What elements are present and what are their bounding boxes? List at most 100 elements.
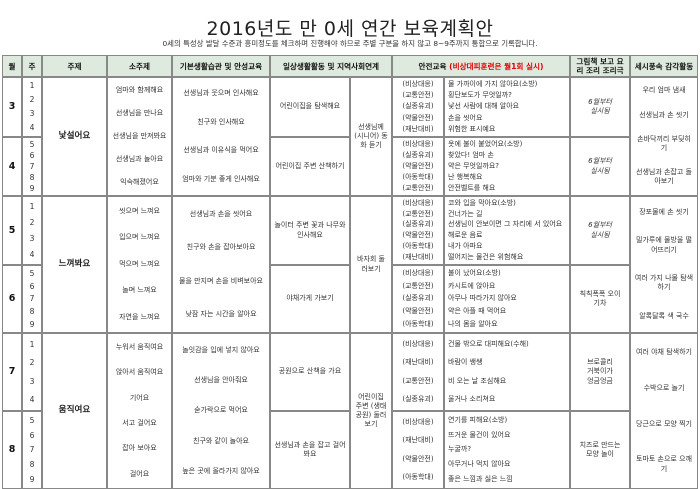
safety-tag: (재난대비): [402, 252, 434, 261]
header-picture-book: 그림책 보고 요리 조리 조리극: [570, 55, 630, 77]
safety-tag: (아동학대): [402, 172, 434, 181]
picture-book-cell: 브로콜리 거북이가 엉금엉금: [570, 333, 630, 411]
basic-habit-item: 놀잇감을 입에 넣지 않아요: [182, 345, 260, 354]
picture-book-item: 거북이가: [587, 367, 613, 376]
picture-book-item: 브로콜리: [587, 358, 613, 367]
safety-tag: (아동학대): [402, 319, 434, 328]
picture-book-item: 기차: [593, 299, 607, 307]
subtheme-item: 씻으며 느껴요: [119, 206, 160, 215]
week-number: 9: [29, 319, 35, 329]
safety-text-cell: 물 가까이에 가지 않아요(소방) 횡단보도가 무엇일까? 낯선 사람에 대해 알아…: [444, 77, 570, 137]
community-link-cell: 선생님께 (시니어) 동화 듣기: [350, 77, 392, 196]
week-number: 2: [29, 95, 35, 105]
safety-text-cell: 옷에 불이 붙었어요(소방) 찾았다! 엄마 손 약은 무엇일까요? 난 행복해요 안전…: [444, 137, 570, 196]
week-cell: 1 2 3 4: [22, 333, 42, 411]
header-safety-note: (비상대피훈련은 월1회 실시): [449, 61, 544, 71]
safety-item: 비 오는 날 조심해요: [448, 376, 507, 385]
seasonal-item: 당근으로 모양 찍기: [636, 419, 692, 428]
week-number: 4: [29, 395, 35, 405]
week-number: 1: [29, 81, 35, 91]
basic-habit-item: 낮잠 자는 시간을 알아요: [185, 309, 257, 318]
subtheme-item: 잡아 보아요: [122, 444, 157, 453]
safety-text-cell: 코와 입을 막아요(소방) 건너가는 길 선생님이 안보이면 그 자리에 서 있어요…: [444, 196, 570, 265]
subtheme-cell: 씻으며 느껴요 입으며 느껴요 먹으며 느껴요 놀며 느껴요 자연을 느껴요: [107, 196, 172, 333]
header-week: 주: [22, 55, 42, 77]
week-number: 3: [29, 234, 35, 244]
basic-habit-item: 선생님과 이유식을 먹어요: [183, 146, 259, 155]
month-cell: 3: [2, 77, 22, 137]
week-number: 2: [29, 217, 35, 227]
safety-tag: (비상대응): [402, 417, 434, 426]
seasonal-item: 장포물에 손 씻기: [639, 207, 689, 216]
basic-habit-item: 높은 곳에 올라가지 않아요: [182, 467, 260, 476]
community-link-cell: 어린이집 주변 (생태공원) 둘러보기: [350, 333, 392, 489]
basic-habits-cell: 선생님과 웃으며 인사해요 친구와 인사해요 선생님과 이유식을 먹어요 엄마와 기분…: [172, 77, 270, 196]
safety-item: 나의 몸을 알아요: [448, 319, 498, 328]
safety-item: 위험한 표시예요: [448, 124, 496, 133]
safety-item: 약은 아플 때 먹어요: [448, 307, 507, 316]
subtheme-cell: 누워서 움직여요 앉아서 움직여요 기어요 서고 걸어요 잡아 보아요 걸어요: [107, 333, 172, 489]
safety-item: 누굴까?: [448, 445, 472, 454]
subtheme-item: 엄마와 함께해요: [115, 85, 164, 94]
seasonal-item: 여러 야채 탐색하기: [636, 348, 692, 357]
community-link-cell: 바자회 둘러보기: [350, 196, 392, 333]
seasonal-item: 선생님과 손잡고 돌아보기: [636, 168, 692, 186]
month-cell: 4: [2, 137, 22, 196]
safety-item: 떨어지는 물건은 위험해요: [448, 252, 524, 261]
safety-item: 뜨거운 물건이 있어요: [448, 430, 511, 439]
picture-book-item: 실시됨: [590, 230, 610, 239]
safety-text-cell: 연기를 피해요(소방) 뜨거운 물건이 있어요 누굴까? 아무거나 먹지 않아요 좋은 …: [444, 411, 570, 489]
header-month: 월: [2, 55, 22, 77]
week-number: 5: [29, 139, 35, 149]
week-cell: 1 2 3 4: [22, 77, 42, 137]
subtheme-item: 기어요: [129, 393, 150, 402]
basic-habit-item: 친구와 같이 놀아요: [193, 436, 249, 445]
basic-habit-item: 숟가락으로 먹어요: [194, 406, 248, 415]
safety-tag: (재난대비): [402, 358, 434, 367]
safety-item: 물 가까이에 가지 않아요(소방): [448, 79, 538, 88]
week-number: 8: [29, 460, 35, 470]
safety-tag: (실종유괴): [402, 294, 434, 303]
safety-item: 안전벨트를 해요: [448, 183, 496, 192]
subtheme-item: 익숙해졌어요: [120, 177, 159, 186]
month-cell: 5: [2, 196, 22, 265]
subtheme-item: 입으며 느껴요: [119, 233, 160, 242]
subtheme-item: 자연을 느껴요: [119, 313, 160, 322]
picture-book-cell: 칙칙폭폭 오이 기차: [570, 265, 630, 333]
basic-habits-cell: 놀잇감을 입에 넣지 않아요 선생님을 안아줘요 숟가락으로 먹어요 친구와 같이 놀…: [172, 333, 270, 489]
week-cell: 1 2 3 4: [22, 196, 42, 265]
picture-book-item: 치즈로 만드는: [579, 440, 621, 449]
seasonal-activity-cell: 우리 엄마 냄새 선생님과 손 씻기 손바닥끼리 부딪히기 선생님과 손잡고 돌아보기: [630, 77, 698, 196]
header-seasonal: 세시풍속 감각활동: [630, 55, 698, 77]
safety-item: 낯선 사람에 대해 알아요: [448, 102, 520, 111]
safety-tag: (교통안전): [402, 209, 434, 218]
week-number: 5: [29, 415, 35, 425]
basic-habit-item: 엄마와 기분 좋게 인사해요: [182, 175, 260, 184]
week-number: 3: [29, 109, 35, 119]
week-number: 6: [29, 281, 35, 291]
safety-tag: (비상대응): [402, 139, 434, 148]
safety-text-cell: 건물 밖으로 대피해요(수해) 바람이 쌩쌩 비 오는 날 조심해요 울거나 소리쳐요: [444, 333, 570, 411]
subtheme-item: 누워서 움직여요: [115, 343, 164, 352]
subtheme-item: 앉아서 움직여요: [115, 368, 164, 377]
picture-book-item: 6월부터: [588, 97, 612, 106]
safety-item: 카시트에 앉아요: [448, 281, 496, 290]
subtheme-cell: 엄마와 함께해요 선생님을 만나요 선생님을 만져봐요 선생님과 놀아요 익숙해졌어요: [107, 77, 172, 196]
safety-item: 아무나 따라가지 않아요: [448, 294, 517, 303]
safety-tag: (약물안전): [402, 231, 434, 240]
picture-book-item: 실시됨: [590, 166, 610, 175]
week-number: 7: [29, 294, 35, 304]
safety-tag: (약물안전): [402, 113, 434, 122]
safety-tag: (교통안전): [402, 376, 434, 385]
safety-tag: (재난대비): [402, 124, 434, 133]
theme-cell: 낯설어요: [42, 77, 107, 196]
subtheme-item: 먹으며 느껴요: [119, 259, 160, 268]
picture-book-cell: 6월부터 실시됨: [570, 196, 630, 265]
header-subtheme: 소주제: [107, 55, 172, 77]
daily-activity-cell: 공원으로 산책을 가요: [270, 333, 350, 411]
week-number: 1: [29, 339, 35, 349]
picture-book-item: 실시됨: [590, 107, 610, 115]
month-cell: 7: [2, 333, 22, 411]
